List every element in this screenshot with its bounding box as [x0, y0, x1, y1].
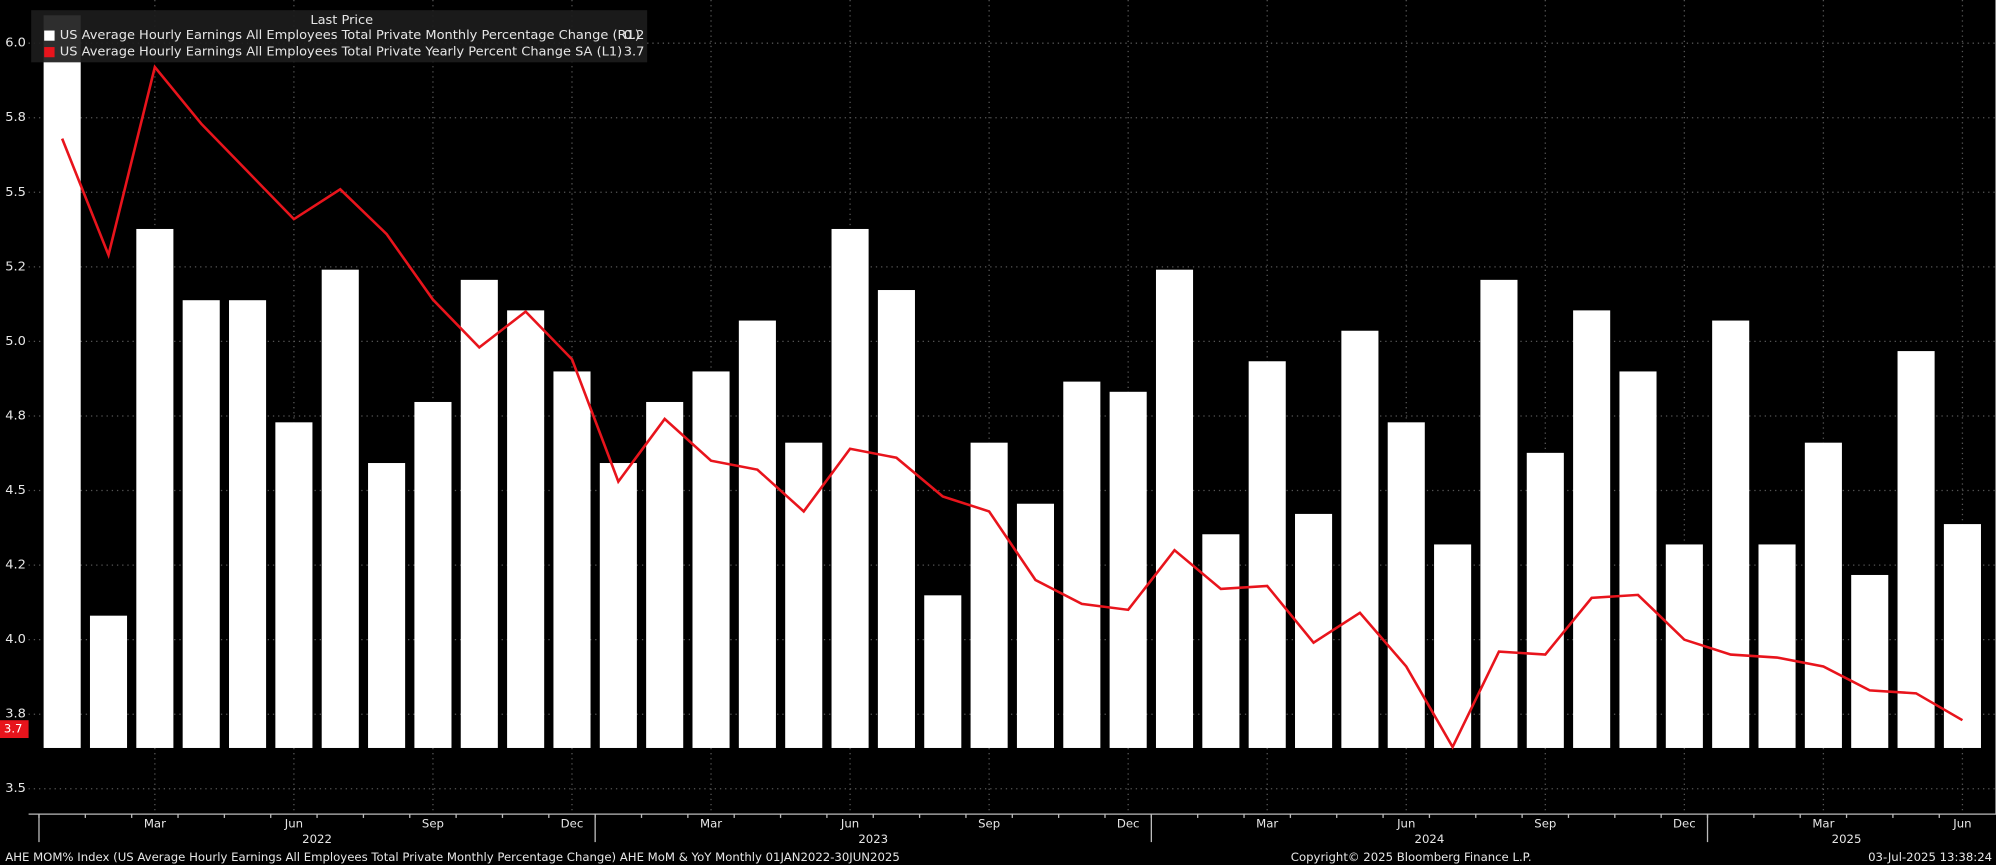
footer-center: Copyright© 2025 Bloomberg Finance L.P.: [1291, 850, 1532, 864]
line: [60, 64, 1964, 750]
year-label: 2024: [1415, 832, 1445, 846]
bar: [1851, 574, 1889, 748]
x-tick-label: Mar: [1812, 817, 1834, 831]
legend-swatch: [44, 30, 55, 41]
bar: [507, 310, 545, 748]
bar: [414, 401, 452, 748]
x-tick-label: Dec: [561, 817, 584, 831]
bar: [460, 279, 498, 748]
bar: [1109, 391, 1147, 748]
x-tick-label: Jun: [840, 817, 859, 831]
y-tick-label: 5.2: [5, 259, 26, 274]
bar: [1295, 513, 1333, 748]
bar: [1526, 452, 1564, 748]
bar: [1897, 351, 1935, 748]
bar: [738, 320, 776, 748]
legend-value: 3.7: [624, 45, 645, 60]
y-tick-label: 4.2: [5, 558, 26, 573]
bar: [1758, 544, 1796, 748]
bar: [1202, 534, 1240, 748]
bar: [785, 442, 823, 748]
bar: [1712, 320, 1750, 748]
legend-title: Last Price: [310, 13, 373, 28]
legend-label: US Average Hourly Earnings All Employees…: [60, 28, 640, 43]
footer-right: 03-Jul-2025 13:38:24: [1868, 850, 1992, 864]
x-tick-label: Jun: [284, 817, 303, 831]
bar: [1804, 442, 1842, 748]
bar: [1665, 544, 1703, 748]
x-tick-label: Sep: [978, 817, 1000, 831]
y-tick-label: 5.8: [5, 110, 26, 125]
year-label: 2025: [1832, 832, 1862, 846]
bar: [1387, 422, 1425, 748]
legend-label: US Average Hourly Earnings All Employees…: [60, 45, 622, 60]
bar: [43, 15, 81, 748]
bar: [1619, 371, 1657, 748]
bar: [1063, 381, 1101, 748]
legend-value: 0.2: [624, 28, 645, 43]
y-tick-label: 4.5: [5, 483, 26, 498]
bar: [321, 269, 359, 748]
y-tick-label: 5.5: [5, 185, 26, 200]
bar: [831, 228, 869, 748]
legend-swatch: [44, 47, 55, 58]
x-tick-label: Jun: [1396, 817, 1415, 831]
bar: [136, 228, 174, 748]
bar: [970, 442, 1008, 748]
bar: [692, 371, 730, 748]
bar: [1248, 361, 1286, 748]
bar: [368, 463, 406, 748]
y-tick-label: 4.8: [5, 409, 26, 424]
legend-box: [31, 10, 648, 63]
bar: [553, 371, 591, 748]
bar: [877, 290, 915, 748]
x-tick-label: Mar: [144, 817, 166, 831]
x-tick-label: Dec: [1117, 817, 1140, 831]
bar: [646, 401, 684, 748]
y-tick-label: 3.8: [5, 707, 26, 722]
bar: [1016, 503, 1055, 748]
last-value-label: 3.7: [4, 722, 23, 736]
x-tick-label: Mar: [1256, 817, 1278, 831]
y-tick-label: 3.5: [5, 781, 26, 796]
y-tick-label: 4.0: [5, 632, 26, 647]
bar: [1155, 269, 1194, 748]
year-label: 2022: [302, 832, 332, 846]
year-label: 2023: [858, 832, 888, 846]
last-value-tag: [0, 720, 29, 739]
y-tick-label: 5.0: [5, 334, 26, 349]
bar: [924, 595, 962, 748]
x-tick-label: Mar: [700, 817, 722, 831]
bar: [599, 463, 637, 748]
bar: [1943, 524, 1981, 748]
bar: [1480, 279, 1518, 748]
bar: [182, 300, 220, 748]
x-tick-label: Dec: [1673, 817, 1696, 831]
y-tick-label: 6.0: [5, 36, 26, 51]
bar: [275, 422, 313, 748]
x-tick-label: Sep: [1534, 817, 1556, 831]
bar: [229, 300, 267, 748]
x-tick-label: Sep: [422, 817, 444, 831]
x-tick-label: Jun: [1952, 817, 1971, 831]
bar: [1341, 330, 1379, 748]
bar: [1434, 544, 1472, 748]
footer-left: AHE MOM% Index (US Average Hourly Earnin…: [5, 850, 900, 864]
bar: [1573, 310, 1611, 748]
bar: [89, 615, 128, 748]
